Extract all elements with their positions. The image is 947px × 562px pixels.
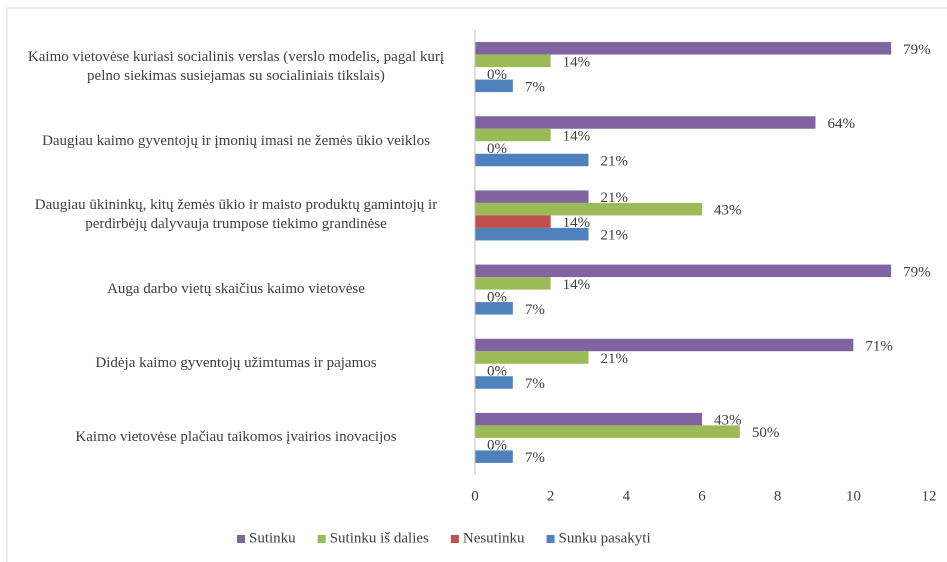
bar xyxy=(475,412,702,426)
data-label: 21% xyxy=(601,351,629,367)
bar xyxy=(475,42,892,55)
x-tick-label: 6 xyxy=(698,488,706,504)
data-label: 0% xyxy=(487,141,507,157)
category-label: Kaimo vietovėse plačiau taikomos įvairio… xyxy=(75,429,397,446)
legend-swatch xyxy=(450,535,459,543)
data-label: 71% xyxy=(865,338,893,354)
bar xyxy=(475,425,740,438)
legend-label: Sutinku iš dalies xyxy=(330,530,429,546)
data-label: 7% xyxy=(525,302,545,318)
legend-label: Nesutinku xyxy=(463,530,525,546)
x-tick-label: 0 xyxy=(471,488,479,504)
data-label: 14% xyxy=(563,277,591,293)
category-label: Daugiau ūkininkų, kitų žemės ūkio ir mai… xyxy=(34,197,438,233)
data-label: 0% xyxy=(487,363,507,379)
bar xyxy=(475,450,513,463)
bar xyxy=(475,227,589,241)
data-label: 43% xyxy=(714,413,742,429)
bar xyxy=(475,79,513,93)
data-label: 21% xyxy=(601,153,629,169)
bar xyxy=(475,215,551,228)
data-label: 0% xyxy=(487,438,507,454)
data-label: 14% xyxy=(563,54,591,70)
legend-label: Sutinku xyxy=(249,530,296,546)
bar xyxy=(475,202,702,216)
bar xyxy=(475,190,589,203)
data-label: 0% xyxy=(487,289,507,305)
data-label: 50% xyxy=(752,425,780,441)
bar xyxy=(475,302,513,315)
bar xyxy=(475,264,892,278)
data-label: 7% xyxy=(525,450,545,466)
x-tick-label: 4 xyxy=(623,488,631,504)
bar xyxy=(475,153,589,167)
data-label: 14% xyxy=(563,215,591,231)
bar xyxy=(475,351,589,364)
bar xyxy=(475,338,854,352)
data-label: 21% xyxy=(601,190,629,206)
legend-swatch xyxy=(317,535,326,543)
bar xyxy=(475,54,551,68)
data-label: 7% xyxy=(525,376,545,392)
category-label: Kaimo vietovėse kuriasi socialinis versl… xyxy=(27,49,445,85)
data-label: 64% xyxy=(828,116,856,132)
data-label: 79% xyxy=(903,42,931,58)
bar xyxy=(475,376,513,389)
data-label: 21% xyxy=(601,228,629,244)
x-tick-label: 12 xyxy=(922,488,937,504)
x-tick-label: 10 xyxy=(846,488,861,504)
data-label: 7% xyxy=(525,79,545,95)
category-label: Daugiau kaimo gyventojų ir įmonių imasi … xyxy=(42,132,430,149)
bar xyxy=(475,128,551,142)
bar xyxy=(475,116,816,129)
data-label: 14% xyxy=(563,128,591,144)
category-label: Auga darbo vietų skaičius kaimo vietovės… xyxy=(107,281,365,298)
category-label: Didėja kaimo gyventojų užimtumas ir paja… xyxy=(95,355,377,372)
legend-label: Sunku pasakyti xyxy=(559,530,651,546)
legend-swatch xyxy=(237,535,245,543)
data-label: 43% xyxy=(714,203,742,219)
x-tick-label: 2 xyxy=(547,488,555,504)
x-tick-label: 8 xyxy=(774,488,782,504)
legend-swatch xyxy=(546,535,555,543)
data-label: 79% xyxy=(903,264,931,280)
bar xyxy=(475,277,551,290)
data-label: 0% xyxy=(487,67,507,83)
